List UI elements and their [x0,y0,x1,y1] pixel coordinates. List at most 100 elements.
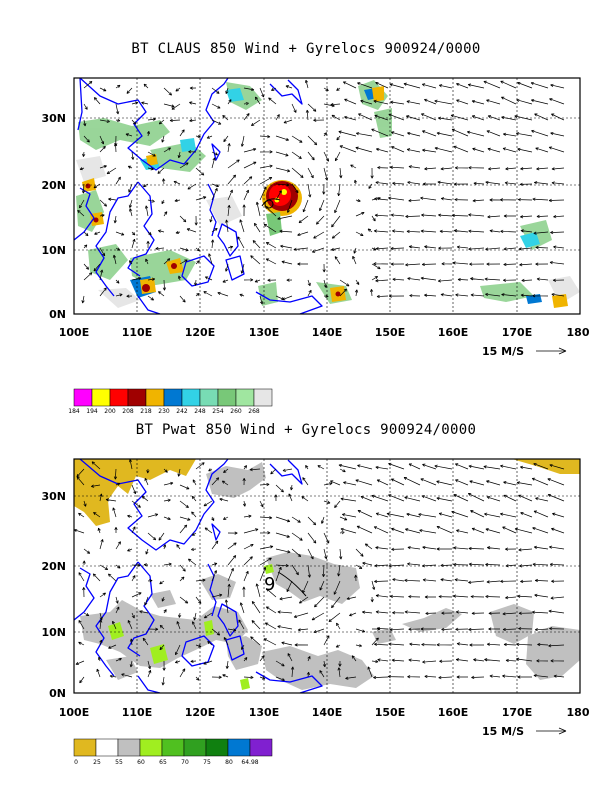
wind-vector [470,510,485,518]
panel1-x-tick: 160E [438,326,468,339]
wind-vector [517,594,533,598]
wind-vector [341,513,357,518]
wind-vector [179,576,185,582]
wind-vector [486,262,501,266]
wind-vector [243,278,254,282]
wind-vector [536,214,549,219]
wind-vector [467,493,485,502]
wind-vector [339,167,343,179]
wind-vector [328,612,341,623]
wind-vector [403,82,421,89]
wind-vector [330,480,341,486]
wind-vector [252,240,261,249]
wind-vector [520,512,533,518]
wind-vector [453,182,469,186]
wind-vector [302,199,309,213]
wind-vector [259,567,267,582]
wind-vector [179,129,185,137]
panel2-colorbar-labels: 0 25 55 60 65 70 75 80 64.98 [74,759,259,766]
wind-vector [211,157,216,169]
wind-vector [93,97,101,105]
wind-vector [274,494,278,502]
wind-vector [227,628,237,632]
wind-vector [374,114,389,121]
wind-vector [333,580,341,595]
wind-vector [239,219,245,233]
wind-vector [390,131,405,137]
wind-vector [281,641,293,646]
wind-vector [483,80,501,89]
wind-vector [533,462,549,470]
colorbar-swatch [183,738,207,757]
wind-vector [534,593,549,598]
wind-vector [99,612,103,621]
wind-vector [534,578,549,583]
wind-vector [141,101,149,105]
wind-vector [389,628,405,632]
wind-vector [420,478,437,486]
wind-vector [163,544,167,550]
wind-vector [163,562,172,566]
wind-vector [158,119,165,125]
wind-vector [227,567,234,582]
panel2-cb-label: 75 [203,759,211,766]
wind-vector [73,528,85,534]
wind-vector [535,245,549,250]
wind-vector [255,583,261,598]
wind-vector [176,544,181,550]
wind-vector [535,147,549,153]
wind-vector [79,199,85,209]
wind-vector [195,578,206,582]
wind-vector [112,254,117,265]
panel1-colorbar-labels: 184 194 200 208 218 230 242 248 254 260 … [68,408,260,415]
colorbar-swatch [249,738,273,757]
wind-vector [189,86,197,90]
wind-vector [161,676,165,686]
wind-vector [323,500,331,504]
wind-vector [195,462,205,470]
wind-vector [373,99,389,105]
wind-vector [146,240,150,249]
wind-vector [175,644,181,656]
panel2-cb-label: 64.98 [241,759,258,766]
wind-vector [551,292,565,297]
wind-vector [225,660,229,669]
wind-vector [131,592,142,598]
wind-vector [404,496,421,502]
wind-vector [420,229,437,233]
wind-vector [83,135,90,143]
wind-vector [275,532,290,538]
wind-vector [78,641,85,646]
wind-vector [351,655,357,662]
wind-vector [163,103,175,108]
panel1-y-axis-labels: 0N 10N 20N 30N [41,112,66,321]
wind-vector [405,115,421,121]
wind-vector [389,83,405,89]
wind-vector [83,500,87,507]
colorbar-swatch [145,388,165,407]
wind-vector [549,562,565,567]
wind-vector [391,146,405,153]
wind-vector [371,276,378,281]
wind-vector [188,150,197,154]
wind-vector [345,676,357,680]
wind-vector [179,215,187,223]
wind-vector [437,180,453,185]
wind-vector [219,497,229,502]
wind-vector [375,594,389,598]
wind-vector [291,167,304,179]
colorbar-swatch [181,388,201,407]
wind-vector [227,531,238,535]
panel2-x-tick: 120E [185,706,215,719]
wind-vector [334,500,341,509]
wind-vector [90,484,101,488]
wind-vector [317,465,325,470]
wind-vector [250,636,261,646]
wind-vector [472,199,485,203]
wind-vector [147,167,154,171]
wind-vector [163,609,167,614]
wind-vector [179,162,189,169]
wind-vector [421,262,437,267]
panel2-cb-label: 80 [225,759,233,766]
